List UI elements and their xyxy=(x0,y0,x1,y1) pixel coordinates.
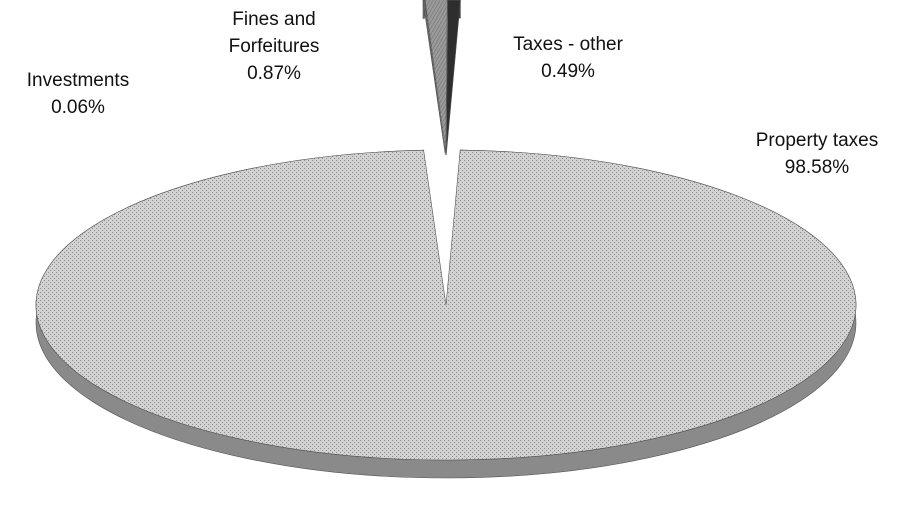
label-property-taxes-name: Property taxes xyxy=(756,130,879,151)
label-investments-value: 0.06% xyxy=(51,97,105,118)
pie-top-layer xyxy=(35,0,857,461)
label-property-taxes-value: 98.58% xyxy=(785,157,850,178)
label-fines-line1: Fines and xyxy=(232,9,315,30)
slice-label-investments: Investments 0.06% xyxy=(27,70,129,118)
label-fines-line2: Forfeitures xyxy=(229,36,320,57)
label-taxes-other-value: 0.49% xyxy=(541,61,595,82)
slice-investments xyxy=(422,0,446,156)
slice-label-property-taxes: Property taxes 98.58% xyxy=(756,130,879,178)
slice-fines-and-forfeitures xyxy=(424,0,448,154)
slice-label-taxes-other: Taxes - other 0.49% xyxy=(513,34,623,82)
slice-property-taxes xyxy=(35,149,857,461)
label-fines-value: 0.87% xyxy=(247,63,301,84)
slice-label-fines-and-forfeitures: Fines and Forfeitures 0.87% xyxy=(229,9,320,84)
label-investments-name: Investments xyxy=(27,70,129,91)
slice-taxes-other xyxy=(445,0,461,156)
label-taxes-other-name: Taxes - other xyxy=(513,34,623,55)
